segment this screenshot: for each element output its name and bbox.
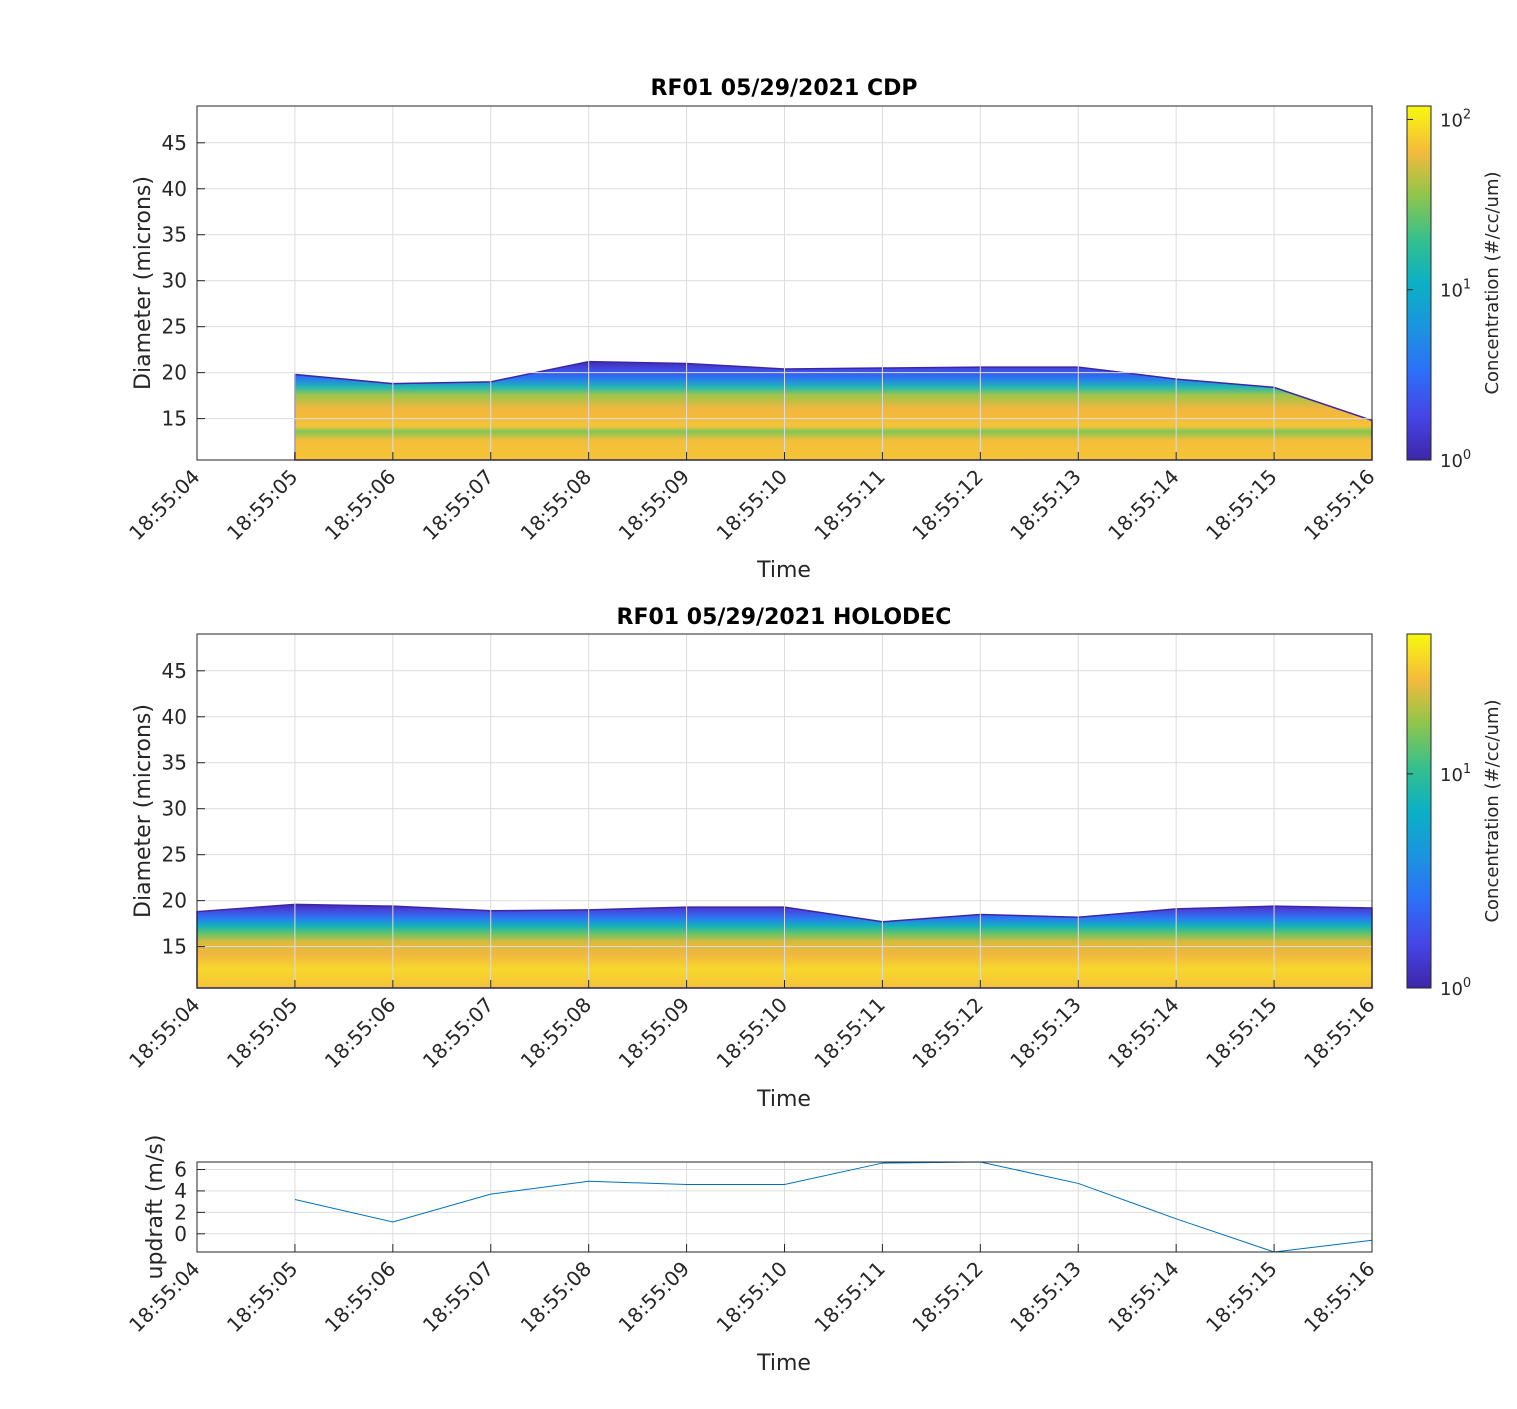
colorbar-tick-label: 102 (1440, 107, 1471, 131)
y-tick-label: 40 (162, 705, 187, 729)
x-tick-label: 18:55:06 (320, 465, 400, 545)
x-tick-label: 18:55:09 (614, 993, 694, 1073)
x-tick-label: 18:55:04 (124, 465, 204, 545)
cdp-colorbar: 100 101 102 Concentration (#/cc/um) (1406, 105, 1503, 472)
x-tick-label: 18:55:13 (1005, 993, 1085, 1073)
x-tick-label: 18:55:05 (222, 993, 302, 1073)
holodec-colorbar-label: Concentration (#/cc/um) (1482, 699, 1503, 922)
x-tick-label: 18:55:11 (809, 1257, 889, 1337)
x-tick-label: 18:55:15 (1201, 993, 1281, 1073)
updraft-line (294, 1161, 1373, 1253)
x-tick-label: 18:55:12 (907, 993, 987, 1073)
x-tick-label: 18:55:07 (418, 993, 498, 1073)
x-tick-label: 18:55:16 (1299, 465, 1379, 545)
updraft-x-axis-label: Time (756, 1351, 811, 1376)
x-tick-label: 18:55:14 (1103, 993, 1183, 1073)
x-tick-label: 18:55:06 (320, 993, 400, 1073)
updraft-y-axis-label: updraft (m/s) (143, 1135, 168, 1280)
y-tick-label: 20 (162, 361, 187, 385)
x-tick-label: 18:55:10 (712, 465, 792, 545)
x-tick-label: 18:55:04 (124, 993, 204, 1073)
cdp-x-ticks: 18:55:04 18:55:05 18:55:06 18:55:07 18:55:08… (124, 452, 1380, 545)
x-tick-label: 18:55:07 (418, 465, 498, 545)
y-tick-label: 25 (162, 843, 187, 867)
y-tick-label: 45 (162, 659, 187, 683)
cdp-x-axis-label: Time (756, 558, 811, 583)
colorbar-tick-label: 101 (1440, 762, 1471, 786)
x-tick-label: 18:55:13 (1005, 1257, 1085, 1337)
y-tick-label: 2 (174, 1200, 187, 1224)
y-tick-label: 25 (162, 315, 187, 339)
colorbar-tick-label: 100 (1440, 976, 1471, 1000)
y-tick-label: 0 (174, 1222, 187, 1246)
x-tick-label: 18:55:10 (712, 1257, 792, 1337)
holodec-y-ticks: 15 20 25 30 35 40 45 (162, 659, 205, 959)
y-tick-label: 40 (162, 177, 187, 201)
x-tick-label: 18:55:06 (320, 1257, 400, 1337)
holodec-x-axis-label: Time (756, 1087, 811, 1112)
y-tick-label: 20 (162, 889, 187, 913)
cdp-colorbar-label: Concentration (#/cc/um) (1482, 171, 1503, 394)
x-tick-label: 18:55:16 (1299, 1257, 1379, 1337)
y-tick-label: 30 (162, 797, 187, 821)
colorbar-tick-label: 101 (1440, 278, 1471, 302)
x-tick-label: 18:55:05 (222, 465, 302, 545)
x-tick-label: 18:55:07 (418, 1257, 498, 1337)
x-tick-label: 18:55:05 (222, 1257, 302, 1337)
x-tick-label: 18:55:16 (1299, 993, 1379, 1073)
cdp-grid (197, 106, 1372, 460)
holodec-colorbar: 100 101 Concentration (#/cc/um) (1406, 633, 1503, 1000)
x-tick-label: 18:55:08 (516, 465, 596, 545)
x-tick-label: 18:55:08 (516, 993, 596, 1073)
y-tick-label: 35 (162, 223, 187, 247)
holodec-y-axis-label: Diameter (microns) (131, 704, 156, 918)
x-tick-label: 18:55:11 (809, 993, 889, 1073)
x-tick-label: 18:55:11 (809, 465, 889, 545)
y-tick-label: 45 (162, 131, 187, 155)
x-tick-label: 18:55:09 (614, 465, 694, 545)
holodec-colorbar-ticks: 100 101 (1407, 762, 1471, 1000)
x-tick-label: 18:55:15 (1201, 465, 1281, 545)
x-tick-label: 18:55:12 (907, 465, 987, 545)
updraft-grid (197, 1162, 1372, 1252)
x-tick-label: 18:55:14 (1103, 1257, 1183, 1337)
cdp-y-axis-label: Diameter (microns) (131, 176, 156, 390)
x-tick-label: 18:55:13 (1005, 465, 1085, 545)
colorbar-tick-label: 100 (1440, 448, 1471, 472)
y-tick-label: 6 (174, 1158, 187, 1182)
y-tick-label: 15 (162, 935, 187, 959)
holodec-grid (197, 634, 1372, 988)
holodec-colorbar-gradient (1406, 633, 1432, 989)
y-tick-label: 30 (162, 269, 187, 293)
cdp-y-ticks: 15 20 25 30 35 40 45 (162, 131, 205, 431)
x-tick-label: 18:55:09 (614, 1257, 694, 1337)
x-tick-label: 18:55:10 (712, 993, 792, 1073)
y-tick-label: 15 (162, 407, 187, 431)
cdp-colorbar-gradient (1406, 105, 1432, 461)
cdp-colorbar-ticks: 100 101 102 (1407, 107, 1471, 472)
x-tick-label: 18:55:15 (1201, 1257, 1281, 1337)
updraft-x-ticks: 18:55:04 18:55:05 18:55:06 18:55:07 18:55:08… (124, 1244, 1380, 1337)
holodec-title: RF01 05/29/2021 HOLODEC (617, 605, 952, 630)
y-tick-label: 4 (174, 1179, 187, 1203)
holodec-x-ticks: 18:55:04 18:55:05 18:55:06 18:55:07 18:55:08… (124, 980, 1380, 1073)
x-tick-label: 18:55:08 (516, 1257, 596, 1337)
updraft-series (294, 1161, 1373, 1253)
cdp-title: RF01 05/29/2021 CDP (651, 76, 918, 101)
x-tick-label: 18:55:14 (1103, 465, 1183, 545)
x-tick-label: 18:55:12 (907, 1257, 987, 1337)
y-tick-label: 35 (162, 751, 187, 775)
